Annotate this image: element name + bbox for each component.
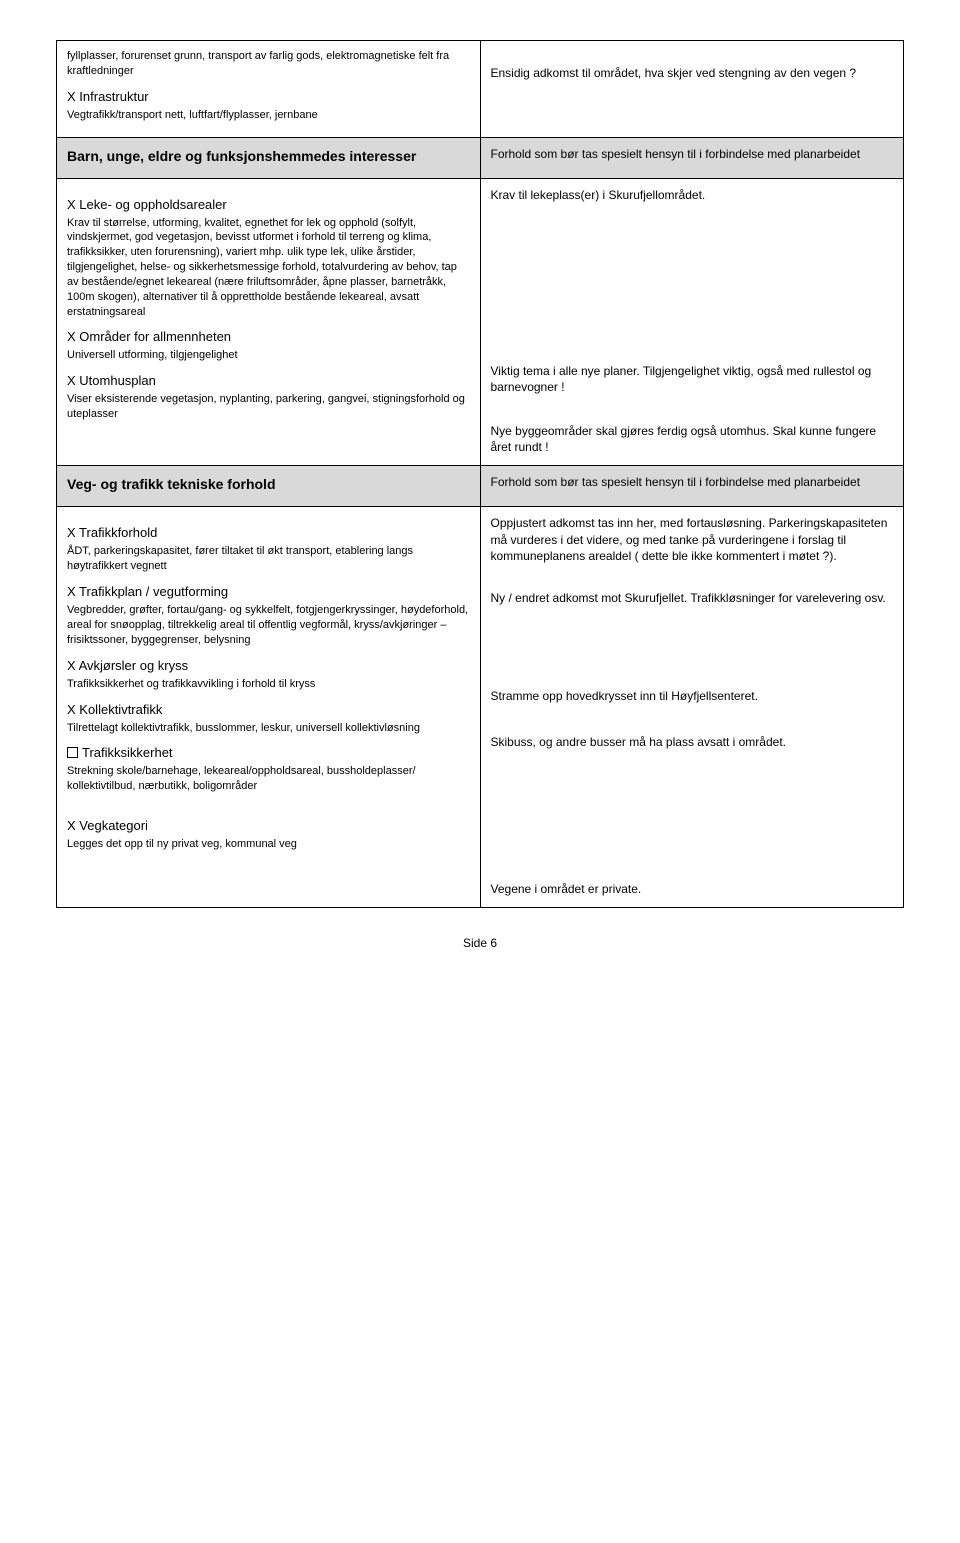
subhead-infrastruktur: X Infrastruktur [67, 89, 470, 104]
vegkategori-desc: Legges det opp til ny privat veg, kommun… [67, 837, 470, 852]
kollektiv-desc: Tilrettelagt kollektivtrafikk, busslomme… [67, 721, 470, 736]
cell-left-veg-body: X Trafikkforhold ÅDT, parkeringskapasite… [57, 507, 481, 907]
right-allmenn: Viktig tema i alle nye planer. Tilgjenge… [491, 363, 894, 395]
right-trafikkplan: Ny / endret adkomst mot Skurufjellet. Tr… [491, 590, 894, 606]
right-vegkategori: Vegene i området er private. [491, 881, 894, 897]
main-table: fyllplasser, forurenset grunn, transport… [56, 40, 904, 908]
subhead-trafikksikkerhet: Trafikksikkerhet [67, 745, 470, 760]
table-row: fyllplasser, forurenset grunn, transport… [57, 41, 904, 138]
avkjorsler-desc: Trafikksikkerhet og trafikkavvikling i f… [67, 677, 470, 692]
table-row: X Trafikkforhold ÅDT, parkeringskapasite… [57, 507, 904, 907]
right-utomhus: Nye byggeområder skal gjøres ferdig også… [491, 423, 894, 455]
leke-desc: Krav til størrelse, utforming, kvalitet,… [67, 216, 470, 320]
section-title-veg: Veg- og trafikk tekniske forhold [67, 476, 470, 492]
right-text-adkomst: Ensidig adkomst til området, hva skjer v… [491, 65, 894, 81]
trafikkforhold-desc: ÅDT, parkeringskapasitet, fører tiltaket… [67, 544, 470, 574]
trafikksikkerhet-label: Trafikksikkerhet [82, 745, 173, 760]
cell-right-barn-body: Krav til lekeplass(er) i Skurufjellområd… [480, 178, 904, 466]
page-number: Side 6 [56, 936, 904, 950]
subhead-allmenn: X Områder for allmennheten [67, 329, 470, 344]
subhead-leke: X Leke- og oppholdsarealer [67, 197, 470, 212]
right-trafikkforhold: Oppjustert adkomst tas inn her, med fort… [491, 515, 894, 564]
right-leke: Krav til lekeplass(er) i Skurufjellområd… [491, 187, 894, 203]
cell-header-veg-right: Forhold som bør tas spesielt hensyn til … [480, 466, 904, 507]
subhead-utomhus: X Utomhusplan [67, 373, 470, 388]
cell-left-barn-body: X Leke- og oppholdsarealer Krav til stør… [57, 178, 481, 466]
cell-header-veg-left: Veg- og trafikk tekniske forhold [57, 466, 481, 507]
cell-left-continuation: fyllplasser, forurenset grunn, transport… [57, 41, 481, 138]
cell-header-barn-right: Forhold som bør tas spesielt hensyn til … [480, 137, 904, 178]
right-kollektiv: Skibuss, og andre busser må ha plass avs… [491, 734, 894, 750]
page-container: fyllplasser, forurenset grunn, transport… [0, 0, 960, 990]
cell-right-veg-body: Oppjustert adkomst tas inn her, med fort… [480, 507, 904, 907]
section-header-barn: Barn, unge, eldre og funksjonshemmedes i… [57, 137, 904, 178]
cell-right-continuation: Ensidig adkomst til området, hva skjer v… [480, 41, 904, 138]
header-right-veg: Forhold som bør tas spesielt hensyn til … [491, 474, 894, 490]
subhead-trafikkplan: X Trafikkplan / vegutforming [67, 584, 470, 599]
infrastruktur-desc: Vegtrafikk/transport nett, luftfart/flyp… [67, 108, 470, 123]
right-avkjorsler: Stramme opp hovedkrysset inn til Høyfjel… [491, 688, 894, 704]
utomhus-desc: Viser eksisterende vegetasjon, nyplantin… [67, 392, 470, 422]
subhead-vegkategori: X Vegkategori [67, 818, 470, 833]
subhead-avkjorsler: X Avkjørsler og kryss [67, 658, 470, 673]
header-right-barn: Forhold som bør tas spesielt hensyn til … [491, 146, 894, 162]
subhead-trafikkforhold: X Trafikkforhold [67, 525, 470, 540]
checkbox-icon [67, 747, 78, 758]
allmenn-desc: Universell utforming, tilgjengelighet [67, 348, 470, 363]
cell-header-barn-left: Barn, unge, eldre og funksjonshemmedes i… [57, 137, 481, 178]
trafikksikkerhet-desc: Strekning skole/barnehage, lekeareal/opp… [67, 764, 470, 794]
continuation-desc: fyllplasser, forurenset grunn, transport… [67, 49, 470, 79]
section-title-barn: Barn, unge, eldre og funksjonshemmedes i… [67, 148, 470, 164]
table-row: X Leke- og oppholdsarealer Krav til stør… [57, 178, 904, 466]
subhead-kollektiv: X Kollektivtrafikk [67, 702, 470, 717]
trafikkplan-desc: Vegbredder, grøfter, fortau/gang- og syk… [67, 603, 470, 648]
section-header-veg: Veg- og trafikk tekniske forhold Forhold… [57, 466, 904, 507]
